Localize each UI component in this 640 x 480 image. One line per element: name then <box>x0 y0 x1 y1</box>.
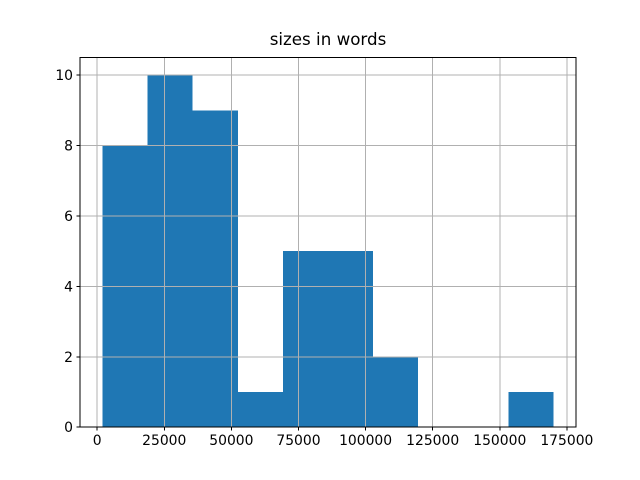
x-tick-label: 50000 <box>209 433 253 449</box>
y-tick-label: 6 <box>64 209 73 225</box>
histogram-bar <box>328 251 374 428</box>
x-tick-label: 150000 <box>473 433 526 449</box>
y-tick-label: 0 <box>64 420 73 436</box>
x-tick-label: 175000 <box>540 433 593 449</box>
y-tick-label: 2 <box>64 350 73 366</box>
x-tick-label: 100000 <box>339 433 392 449</box>
axes-spines <box>79 57 577 428</box>
y-tick-label: 10 <box>55 68 73 84</box>
x-tick-label: 25000 <box>142 433 186 449</box>
histogram-bar <box>508 392 554 428</box>
histogram-bar <box>373 356 419 428</box>
histogram-bar <box>282 251 328 428</box>
y-tick-label: 8 <box>64 139 73 155</box>
histogram-bar <box>147 75 193 428</box>
y-tick-label: 4 <box>64 279 73 295</box>
x-tick-label: 125000 <box>406 433 459 449</box>
histogram-bar <box>237 392 283 428</box>
histogram-bar <box>192 110 238 428</box>
x-tick-label: 75000 <box>276 433 320 449</box>
x-tick-label: 0 <box>93 433 102 449</box>
chart-title: sizes in words <box>269 29 387 49</box>
